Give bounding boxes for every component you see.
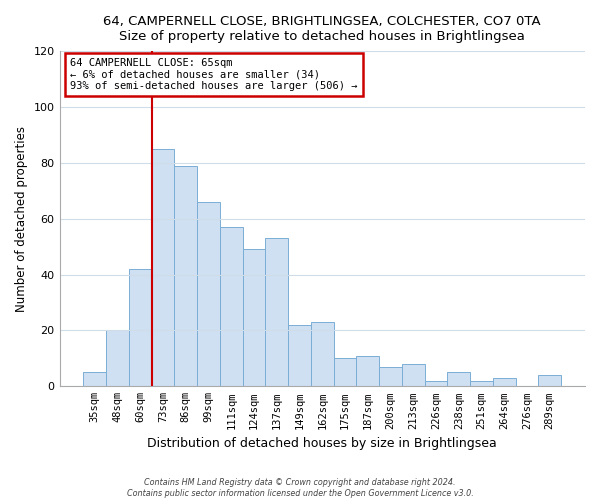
Bar <box>379 367 402 386</box>
Bar <box>538 375 561 386</box>
Bar <box>425 380 448 386</box>
Text: 64 CAMPERNELL CLOSE: 65sqm
← 6% of detached houses are smaller (34)
93% of semi-: 64 CAMPERNELL CLOSE: 65sqm ← 6% of detac… <box>70 58 358 91</box>
X-axis label: Distribution of detached houses by size in Brightlingsea: Distribution of detached houses by size … <box>148 437 497 450</box>
Bar <box>197 202 220 386</box>
Bar <box>470 380 493 386</box>
Bar <box>220 227 242 386</box>
Bar <box>334 358 356 386</box>
Bar <box>288 325 311 386</box>
Bar <box>129 269 152 386</box>
Bar <box>83 372 106 386</box>
Bar <box>265 238 288 386</box>
Bar <box>493 378 515 386</box>
Bar <box>175 166 197 386</box>
Bar <box>402 364 425 386</box>
Bar <box>242 250 265 386</box>
Text: Contains HM Land Registry data © Crown copyright and database right 2024.
Contai: Contains HM Land Registry data © Crown c… <box>127 478 473 498</box>
Title: 64, CAMPERNELL CLOSE, BRIGHTLINGSEA, COLCHESTER, CO7 0TA
Size of property relati: 64, CAMPERNELL CLOSE, BRIGHTLINGSEA, COL… <box>103 15 541 43</box>
Bar <box>311 322 334 386</box>
Bar <box>106 330 129 386</box>
Y-axis label: Number of detached properties: Number of detached properties <box>15 126 28 312</box>
Bar <box>356 356 379 386</box>
Bar <box>152 149 175 386</box>
Bar <box>448 372 470 386</box>
